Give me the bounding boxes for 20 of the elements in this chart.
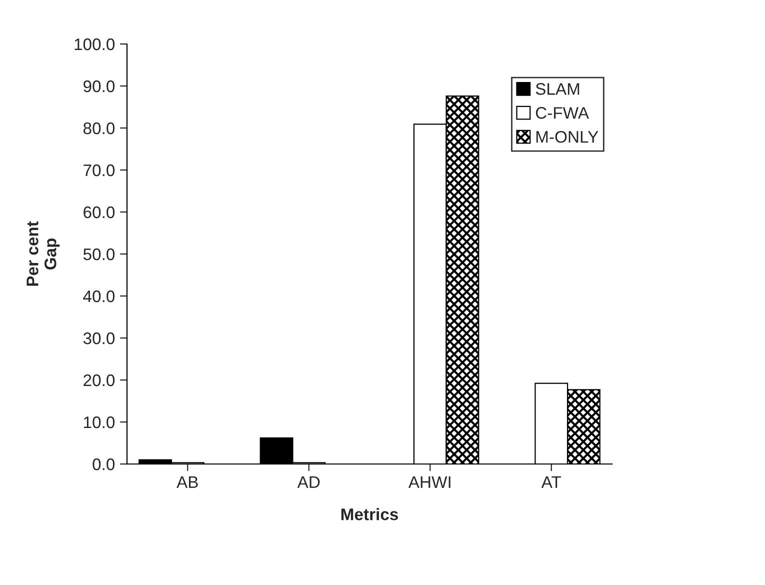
x-tick-label: AHWI [408, 476, 450, 488]
x-tick-label: AD [297, 476, 320, 488]
x-axis-title: Metrics [341, 508, 398, 520]
x-tick-label: AT [541, 476, 562, 488]
legend-label: M-ONLY [536, 130, 598, 143]
y-tick-label: 30.0 [83, 332, 115, 344]
y-tick-label: 50.0 [83, 248, 115, 260]
y-tick-label: 40.0 [83, 290, 115, 302]
y-tick-label: 100.0 [74, 38, 115, 50]
y-tick-label: 60.0 [84, 206, 115, 218]
legend-label: SLAM [536, 83, 580, 95]
y-tick-label: 90.0 [84, 80, 115, 92]
y-tick-label: 20.0 [84, 374, 115, 386]
x-tick-label: AB [176, 476, 198, 488]
legend-label: C-FWA [536, 107, 590, 119]
y-tick-label: 10.0 [84, 416, 115, 428]
y-axis-title: Per cent Gap [26, 221, 60, 286]
y-tick-label: 80.0 [83, 122, 115, 134]
y-tick-label: 0.0 [92, 458, 115, 470]
y-tick-label: 70.0 [84, 164, 115, 176]
